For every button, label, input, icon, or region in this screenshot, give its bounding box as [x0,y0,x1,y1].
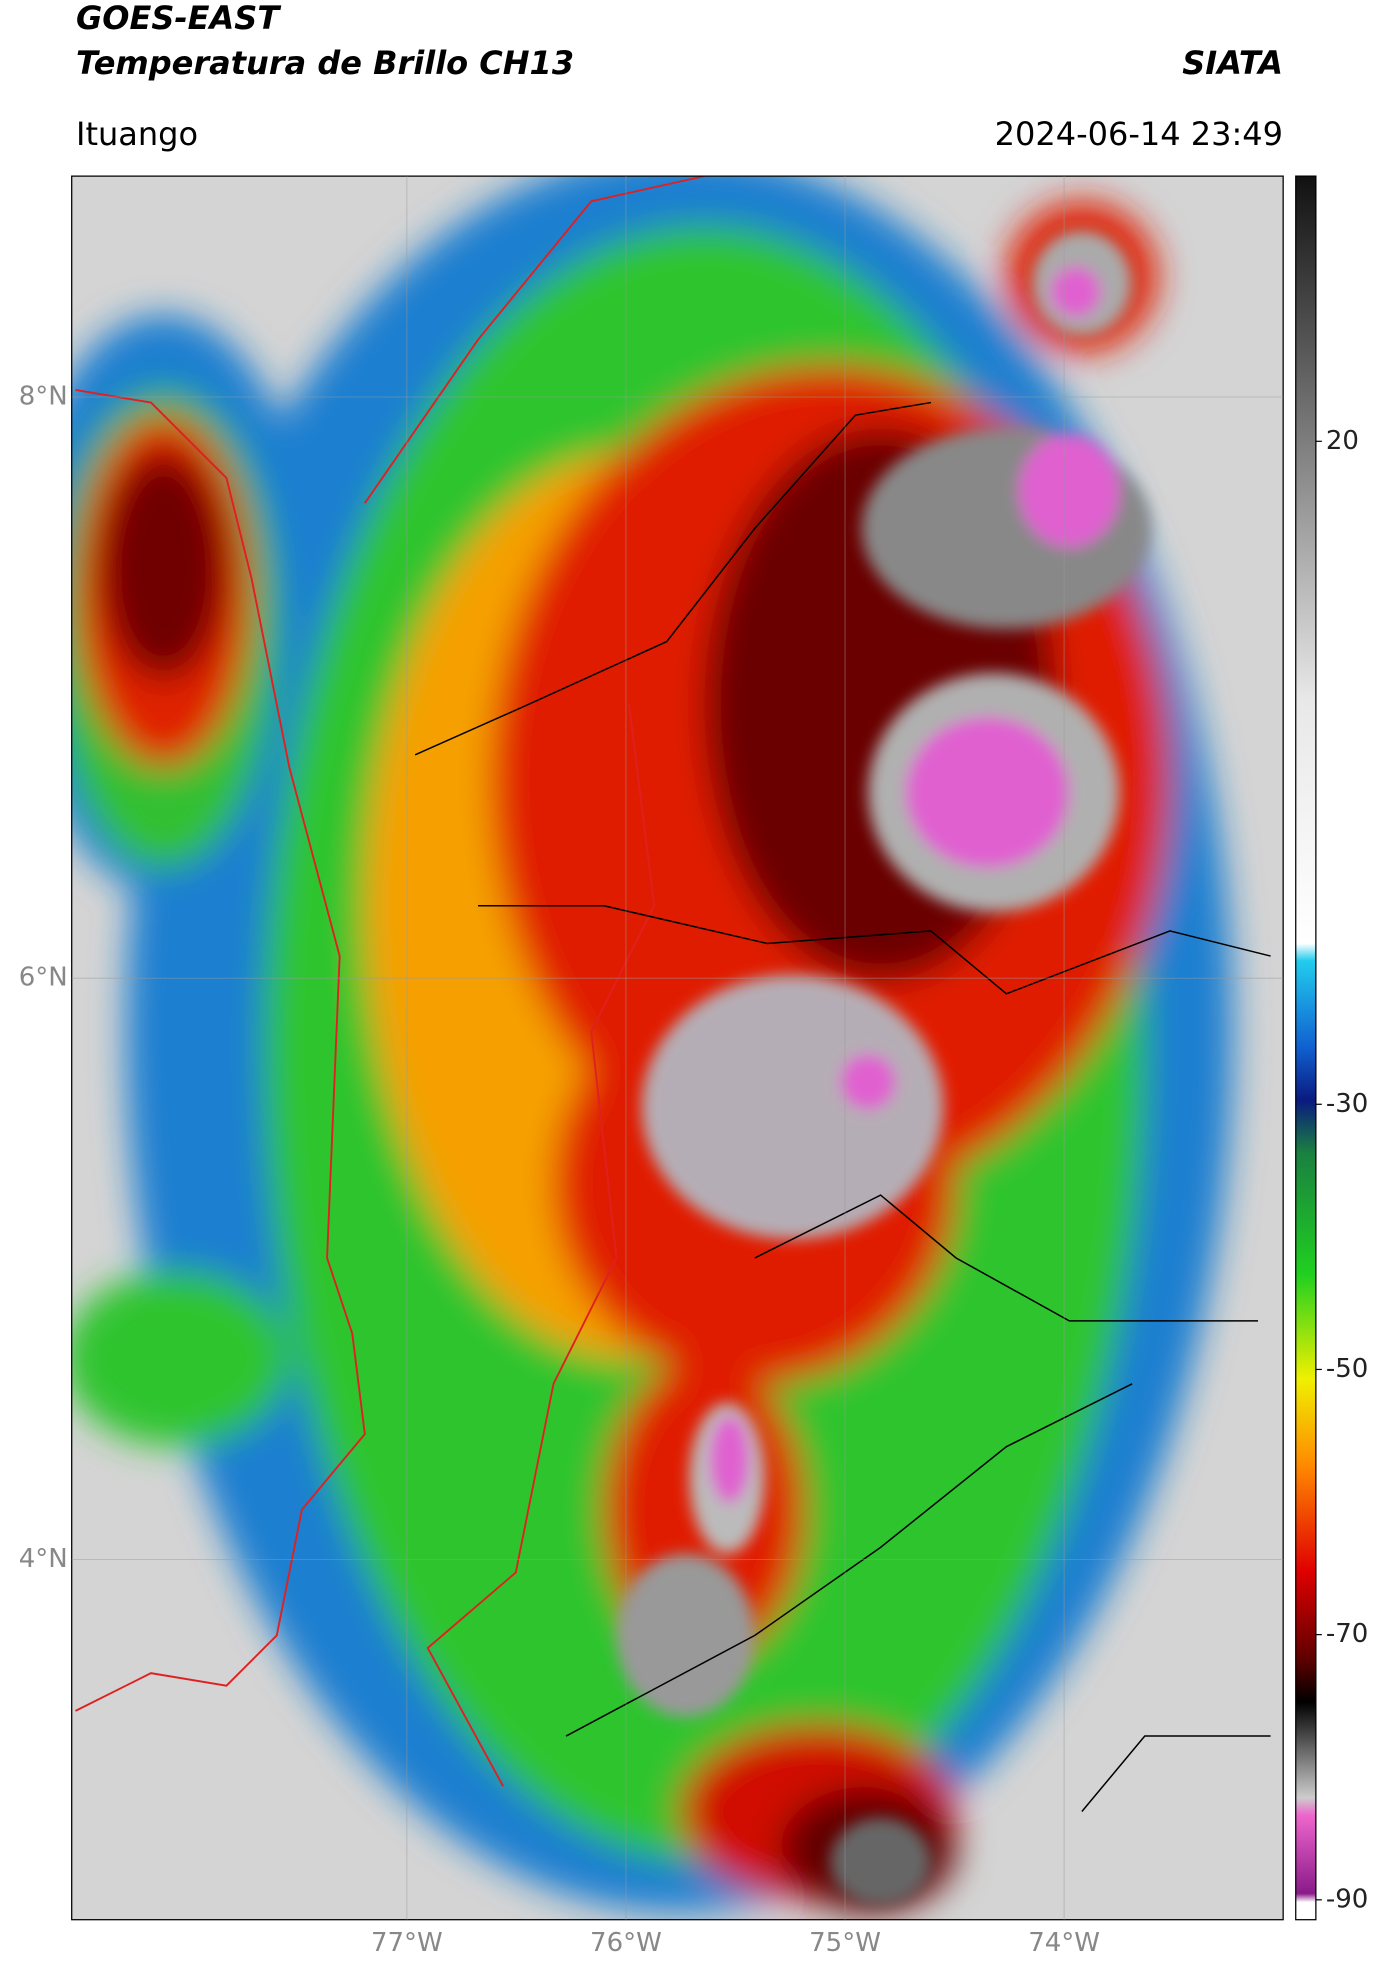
colorbar-tick-label: -50 [1326,1354,1368,1384]
datetime: 2024-06-14 23:49 [995,115,1283,153]
colorbar-tick-label: -90 [1326,1884,1368,1914]
y-tick-label: 6°N [19,963,68,993]
x-tick-label: 77°W [371,1928,443,1958]
axes: 77°W 76°W 75°W 74°W 8°N 6°N 4°N 20 -30 -50 -70 -90 [19,176,1368,1958]
y-tick-label: 8°N [19,381,68,411]
y-tick-label: 4°N [19,1544,68,1574]
x-tick-label: 76°W [590,1928,662,1958]
x-tick-label: 74°W [1028,1928,1100,1958]
x-tick-label: 75°W [809,1928,881,1958]
map-imagery [71,175,1317,1921]
source: SIATA [1182,44,1283,82]
colorbar [1295,175,1317,1921]
location: Ituango [76,115,198,153]
colorbar-tick-label: 20 [1326,426,1359,456]
title: GOES-EAST [76,0,281,37]
colorbar-tick-label: -70 [1326,1619,1368,1649]
colorbar-tick-label: -30 [1326,1089,1368,1119]
subtitle: Temperatura de Brillo CH13 [76,44,574,82]
